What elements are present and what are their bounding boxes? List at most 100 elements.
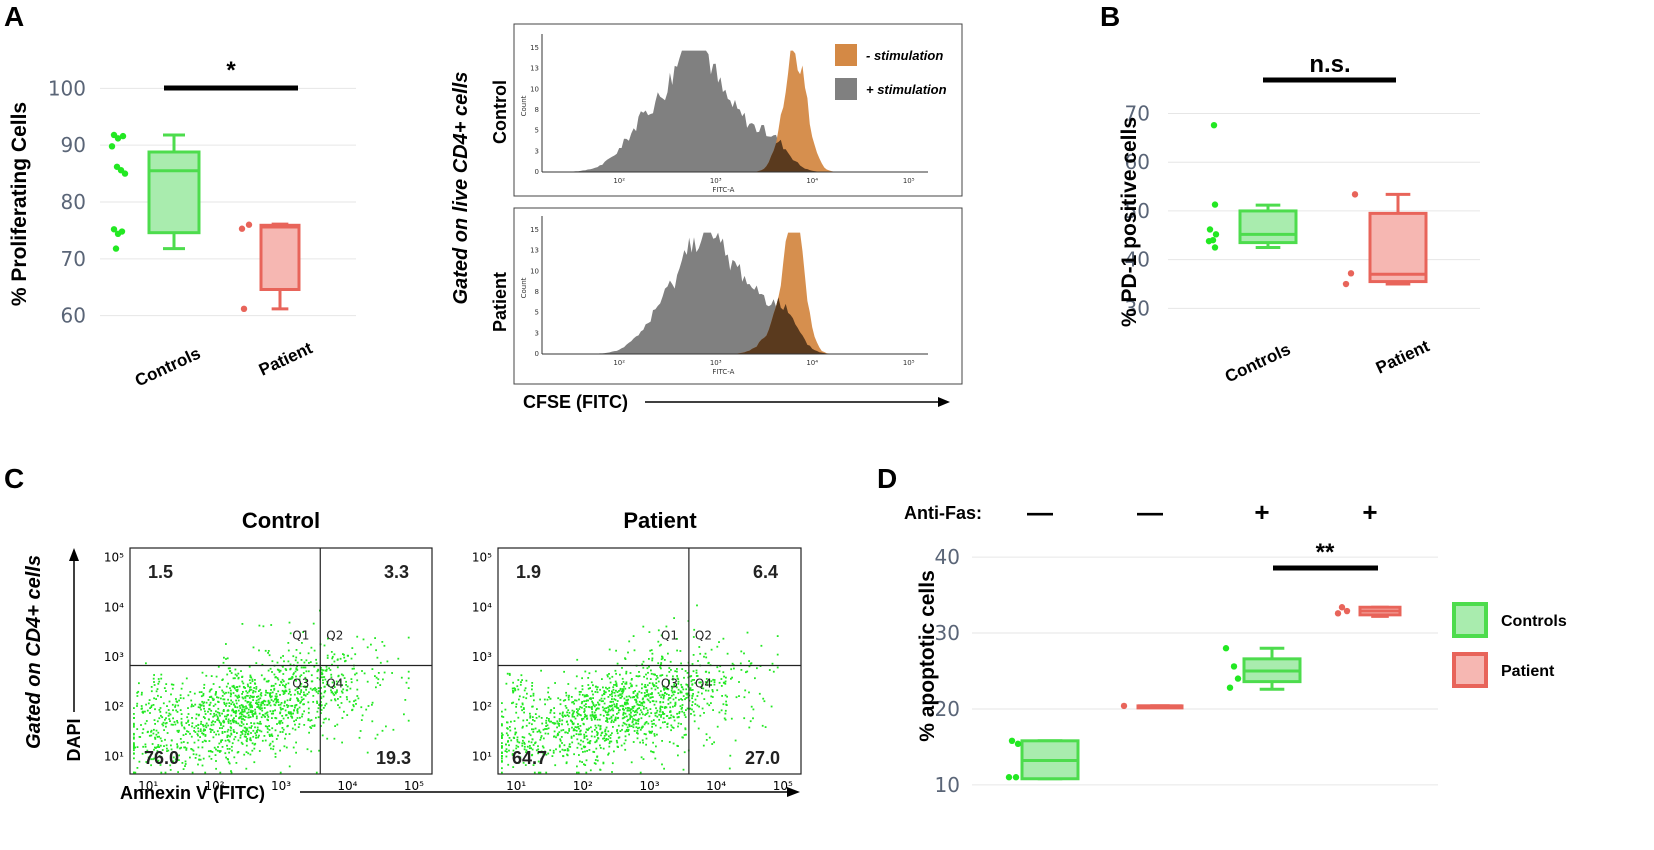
panel-b-point-0-1 [1211,201,1219,208]
sc-1-dot-912 [598,703,600,706]
sc-1-dot-461 [701,692,703,695]
sc-0-dot-637 [157,682,160,685]
sc-1-dot-700 [644,714,647,716]
sc-0-dot-744 [223,701,226,704]
sc-0-dot-1014 [275,701,277,704]
sc-1-dot-176 [640,717,643,720]
sc-0-dot-250 [325,717,327,720]
sc-0-dot-953 [266,718,269,721]
sc-1-dot-138 [716,645,719,648]
sc-0-dot-1378 [283,685,286,687]
sc-0-dot-1027 [220,739,222,742]
sc-1-dot-1293 [622,689,625,692]
sc-1-dot-584 [637,722,640,725]
sc-0-dot-452 [337,704,339,706]
sc-0-dot-723 [202,724,204,726]
sc-1-dot-614 [521,726,524,729]
sc-1-dot-85 [540,735,543,737]
sc-1-dot-1339 [693,720,696,723]
sc-0-dot-588 [159,764,162,766]
sc-0-dot-319 [315,690,318,693]
sc-1-dot-844 [651,652,654,655]
sc-1-dot-776 [752,717,754,720]
sc-1-dot-1248 [678,698,680,701]
sc-1-dot-1204 [501,747,503,749]
sc-0-dot-591 [241,696,244,699]
sc-0-dot-1394 [191,771,194,774]
sc-0-dot-1242 [222,691,225,694]
sc-1-dot-848 [566,711,568,714]
sc-1-dot-1066 [604,728,607,731]
sc-0-dot-1070 [260,716,263,719]
sc-0-dot-1095 [170,739,173,742]
sc-1-dot-365 [532,764,535,766]
sc-0-dot-1210 [193,692,196,695]
sc-0-dot-213 [145,720,148,722]
sc-1-dot-650 [613,684,615,686]
sc-0-dot-926 [281,678,284,681]
sc-0-dot-1169 [181,762,184,764]
sc-0-dot-404 [250,709,252,712]
hist-bot-ytick-0: 0 [535,350,539,358]
sc-0-dot-845 [246,732,249,735]
sc-0-dot-939 [290,705,293,707]
sc-1-dot-1116 [641,683,643,686]
sc-1-dot-1237 [620,696,622,699]
sc-1-dot-1020 [570,735,573,738]
sc-0-dot-287 [144,745,147,748]
sc-1-dot-457 [599,747,602,749]
sc-1-dot-853 [668,717,670,720]
sc-1-dot-44 [634,690,636,692]
sc-1-dot-1343 [748,660,750,662]
sc-0-dot-874 [320,701,322,703]
sc-0-dot-21 [153,757,156,760]
sc-0-dot-1117 [277,734,279,737]
sc-1-dot-692 [564,749,567,751]
sc-1-dot-1086 [670,714,673,717]
sc-1-dot-800 [677,692,680,695]
sc-0-dot-1203 [240,720,243,723]
sc-0-dot-919 [275,693,278,695]
hist-top-ytick-0: 0 [535,168,539,176]
sc-1-dot-521 [565,707,568,709]
sc-0-dot-1395 [273,688,276,691]
sc-0-dot-1312 [245,744,248,747]
sc-0-dot-120 [361,670,363,672]
sc-0-dot-1103 [225,702,228,705]
sc-1-dot-454 [663,767,665,770]
sc-0-dot-316 [150,758,153,761]
sc-1-dot-1365 [515,731,518,734]
sc-1-dot-619 [654,714,657,717]
sc-1-dot-1342 [505,743,507,746]
sc-0-dot-443 [259,688,262,691]
panel-b-cat-controls: Controls [1222,340,1293,387]
sc-1-dot-106 [581,677,583,680]
sc-0-dot-227 [407,687,410,689]
sc-0-dot-632 [202,733,205,736]
sc-0-dot-308 [136,691,139,694]
legend-plus-stim: + stimulation [866,82,947,97]
sc-0-dot-471 [273,687,276,690]
sc-1-dot-1048 [718,641,720,643]
sc-1-dot-1298 [516,685,519,688]
sc-0-dot-257 [136,695,139,697]
sc-0-dot-291 [278,671,281,673]
panel-a-point-0-2 [119,132,127,140]
sc-0-dot-538 [202,702,205,705]
sc-0-dot-1092 [190,748,193,750]
sc-1-dot-1350 [749,662,752,665]
sc-0-dot-613 [200,723,202,725]
sc-1-dot-1136 [554,682,556,684]
sc-0-dot-1141 [271,660,274,663]
sc-0-dot-724 [294,706,296,709]
sc-1-dot-453 [607,710,610,713]
sc-1-dot-559 [584,764,587,766]
sc-1-dot-582 [663,694,666,697]
sc-1-dot-1354 [605,707,608,709]
sc-0-dot-1240 [244,726,246,729]
sc-1-dot-2 [655,707,657,710]
sc-1-dot-668 [716,725,719,728]
sc-1-dot-1315 [762,697,765,700]
sc-1-dot-996 [539,698,541,701]
